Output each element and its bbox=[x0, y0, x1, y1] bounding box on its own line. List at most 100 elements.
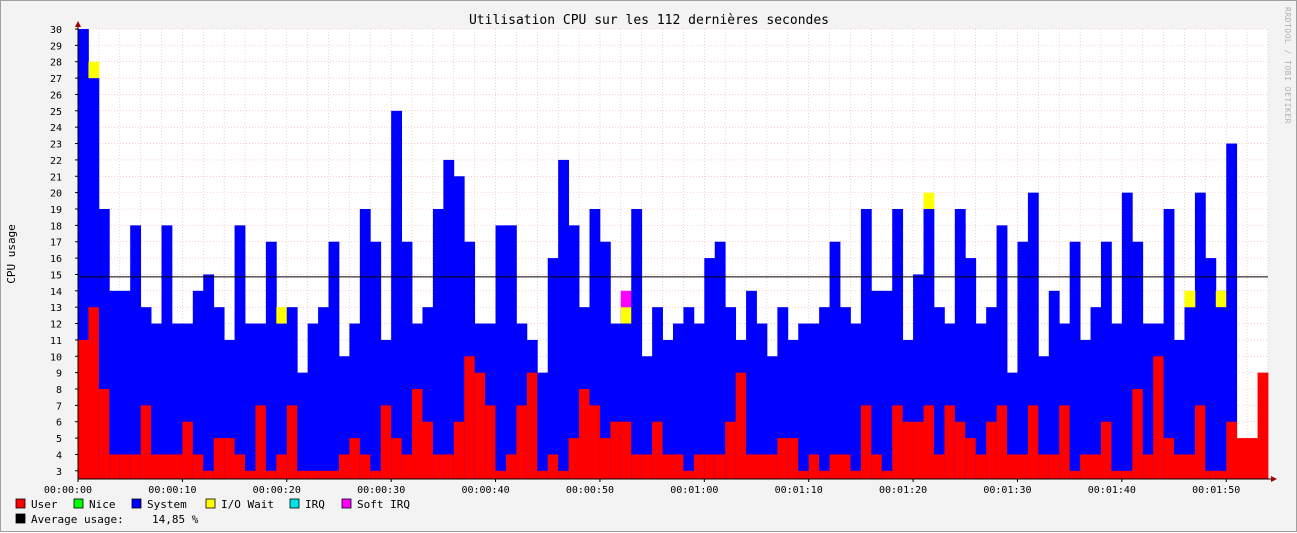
bar-user bbox=[693, 454, 705, 479]
legend-average-value: 14,85 % bbox=[152, 513, 199, 526]
x-tick-label: 00:00:20 bbox=[253, 485, 301, 496]
bar-system bbox=[704, 258, 716, 479]
bar-system bbox=[109, 290, 121, 479]
y-axis-label: CPU usage bbox=[5, 224, 18, 284]
y-tick-label: 3 bbox=[56, 467, 62, 478]
x-tick-label: 00:01:00 bbox=[670, 485, 718, 496]
legend-label: System bbox=[147, 498, 187, 511]
bar-user bbox=[1090, 454, 1102, 479]
bar-user bbox=[297, 470, 309, 479]
bar-system bbox=[359, 209, 371, 479]
bar-system bbox=[203, 274, 215, 479]
y-tick-label: 13 bbox=[50, 303, 62, 314]
chart-title: Utilisation CPU sur les 112 dernières se… bbox=[469, 13, 829, 28]
bar-user bbox=[78, 339, 89, 479]
bar-system bbox=[798, 323, 810, 479]
bar-system bbox=[714, 241, 726, 479]
bar-user bbox=[787, 438, 799, 479]
legend-swatch bbox=[341, 498, 352, 509]
bar-system bbox=[1048, 290, 1060, 479]
bar-system bbox=[913, 274, 924, 479]
bar-system bbox=[370, 241, 382, 479]
bar-system bbox=[286, 307, 298, 479]
bar-system bbox=[693, 323, 705, 479]
y-tick-label: 8 bbox=[56, 385, 62, 396]
bar-user bbox=[401, 454, 413, 479]
bar-user bbox=[526, 372, 538, 479]
bar-user bbox=[1038, 454, 1050, 479]
bar-system bbox=[1205, 258, 1217, 479]
legend-label: Soft IRQ bbox=[357, 498, 410, 511]
y-tick-label: 5 bbox=[56, 434, 62, 445]
bar-user bbox=[871, 454, 883, 479]
bar-system bbox=[923, 209, 935, 479]
bar-system bbox=[777, 307, 789, 479]
bar-user bbox=[1017, 454, 1029, 479]
bar-user bbox=[641, 454, 653, 479]
bar-user bbox=[485, 405, 496, 479]
bar-iowait bbox=[1184, 290, 1196, 308]
bar-user bbox=[1111, 470, 1123, 479]
bar-system bbox=[902, 339, 914, 479]
bar-user bbox=[1132, 389, 1144, 479]
bar-system bbox=[485, 323, 496, 479]
bar-system bbox=[589, 209, 601, 479]
bar-iowait bbox=[620, 307, 632, 324]
bar-user bbox=[495, 470, 507, 479]
x-tick-label: 00:01:20 bbox=[879, 485, 927, 496]
bar-user bbox=[975, 454, 987, 479]
bar-user bbox=[1121, 470, 1133, 479]
bar-user bbox=[109, 454, 121, 479]
x-ticks: 00:00:00 00:00:10 00:00:20 00:00:30 00:00:40… bbox=[44, 479, 1240, 496]
bar-system bbox=[307, 323, 319, 479]
bar-user bbox=[610, 421, 622, 479]
bar-user bbox=[840, 454, 851, 479]
bar-system bbox=[954, 209, 966, 479]
bar-user bbox=[923, 405, 935, 479]
bar-user bbox=[245, 470, 256, 479]
bar-user bbox=[255, 405, 267, 479]
bar-iowait bbox=[276, 307, 288, 324]
bar-user bbox=[746, 454, 757, 479]
bar-user bbox=[1027, 405, 1039, 479]
bar-user bbox=[1153, 356, 1165, 479]
bar-user bbox=[881, 470, 893, 479]
bar-system bbox=[746, 290, 757, 479]
bar-system bbox=[599, 241, 611, 479]
bar-user bbox=[662, 454, 674, 479]
bar-system bbox=[610, 323, 622, 479]
bar-system bbox=[297, 372, 309, 479]
bar-user bbox=[735, 372, 747, 479]
bar-system bbox=[975, 323, 987, 479]
bar-user bbox=[1194, 405, 1206, 479]
x-tick-label: 00:01:10 bbox=[775, 485, 823, 496]
bar-user bbox=[432, 454, 444, 479]
bar-user bbox=[547, 454, 559, 479]
bar-softirq bbox=[620, 290, 632, 308]
bar-system bbox=[161, 225, 173, 479]
y-tick-label: 16 bbox=[50, 254, 62, 265]
legend-label: User bbox=[31, 498, 58, 511]
bar-user bbox=[88, 307, 100, 479]
bar-system bbox=[391, 110, 402, 480]
legend-label: Nice bbox=[89, 498, 116, 511]
bar-user bbox=[140, 405, 152, 479]
bar-user bbox=[1007, 454, 1018, 479]
bar-system bbox=[318, 307, 329, 479]
bar-user bbox=[986, 421, 997, 479]
bar-system bbox=[88, 78, 100, 479]
bar-system bbox=[725, 307, 737, 479]
bar-system bbox=[432, 209, 444, 479]
bar-user bbox=[359, 454, 371, 479]
y-tick-label: 19 bbox=[50, 205, 62, 216]
bar-user bbox=[673, 454, 684, 479]
bar-user bbox=[171, 454, 183, 479]
bar-system bbox=[130, 225, 142, 479]
legend-swatch bbox=[289, 498, 300, 509]
bar-system bbox=[140, 307, 152, 479]
bar-user bbox=[756, 454, 768, 479]
bar-system bbox=[1080, 339, 1091, 479]
bar-user bbox=[1059, 405, 1071, 479]
bar-system bbox=[1194, 192, 1206, 480]
bar-system bbox=[1174, 339, 1185, 479]
